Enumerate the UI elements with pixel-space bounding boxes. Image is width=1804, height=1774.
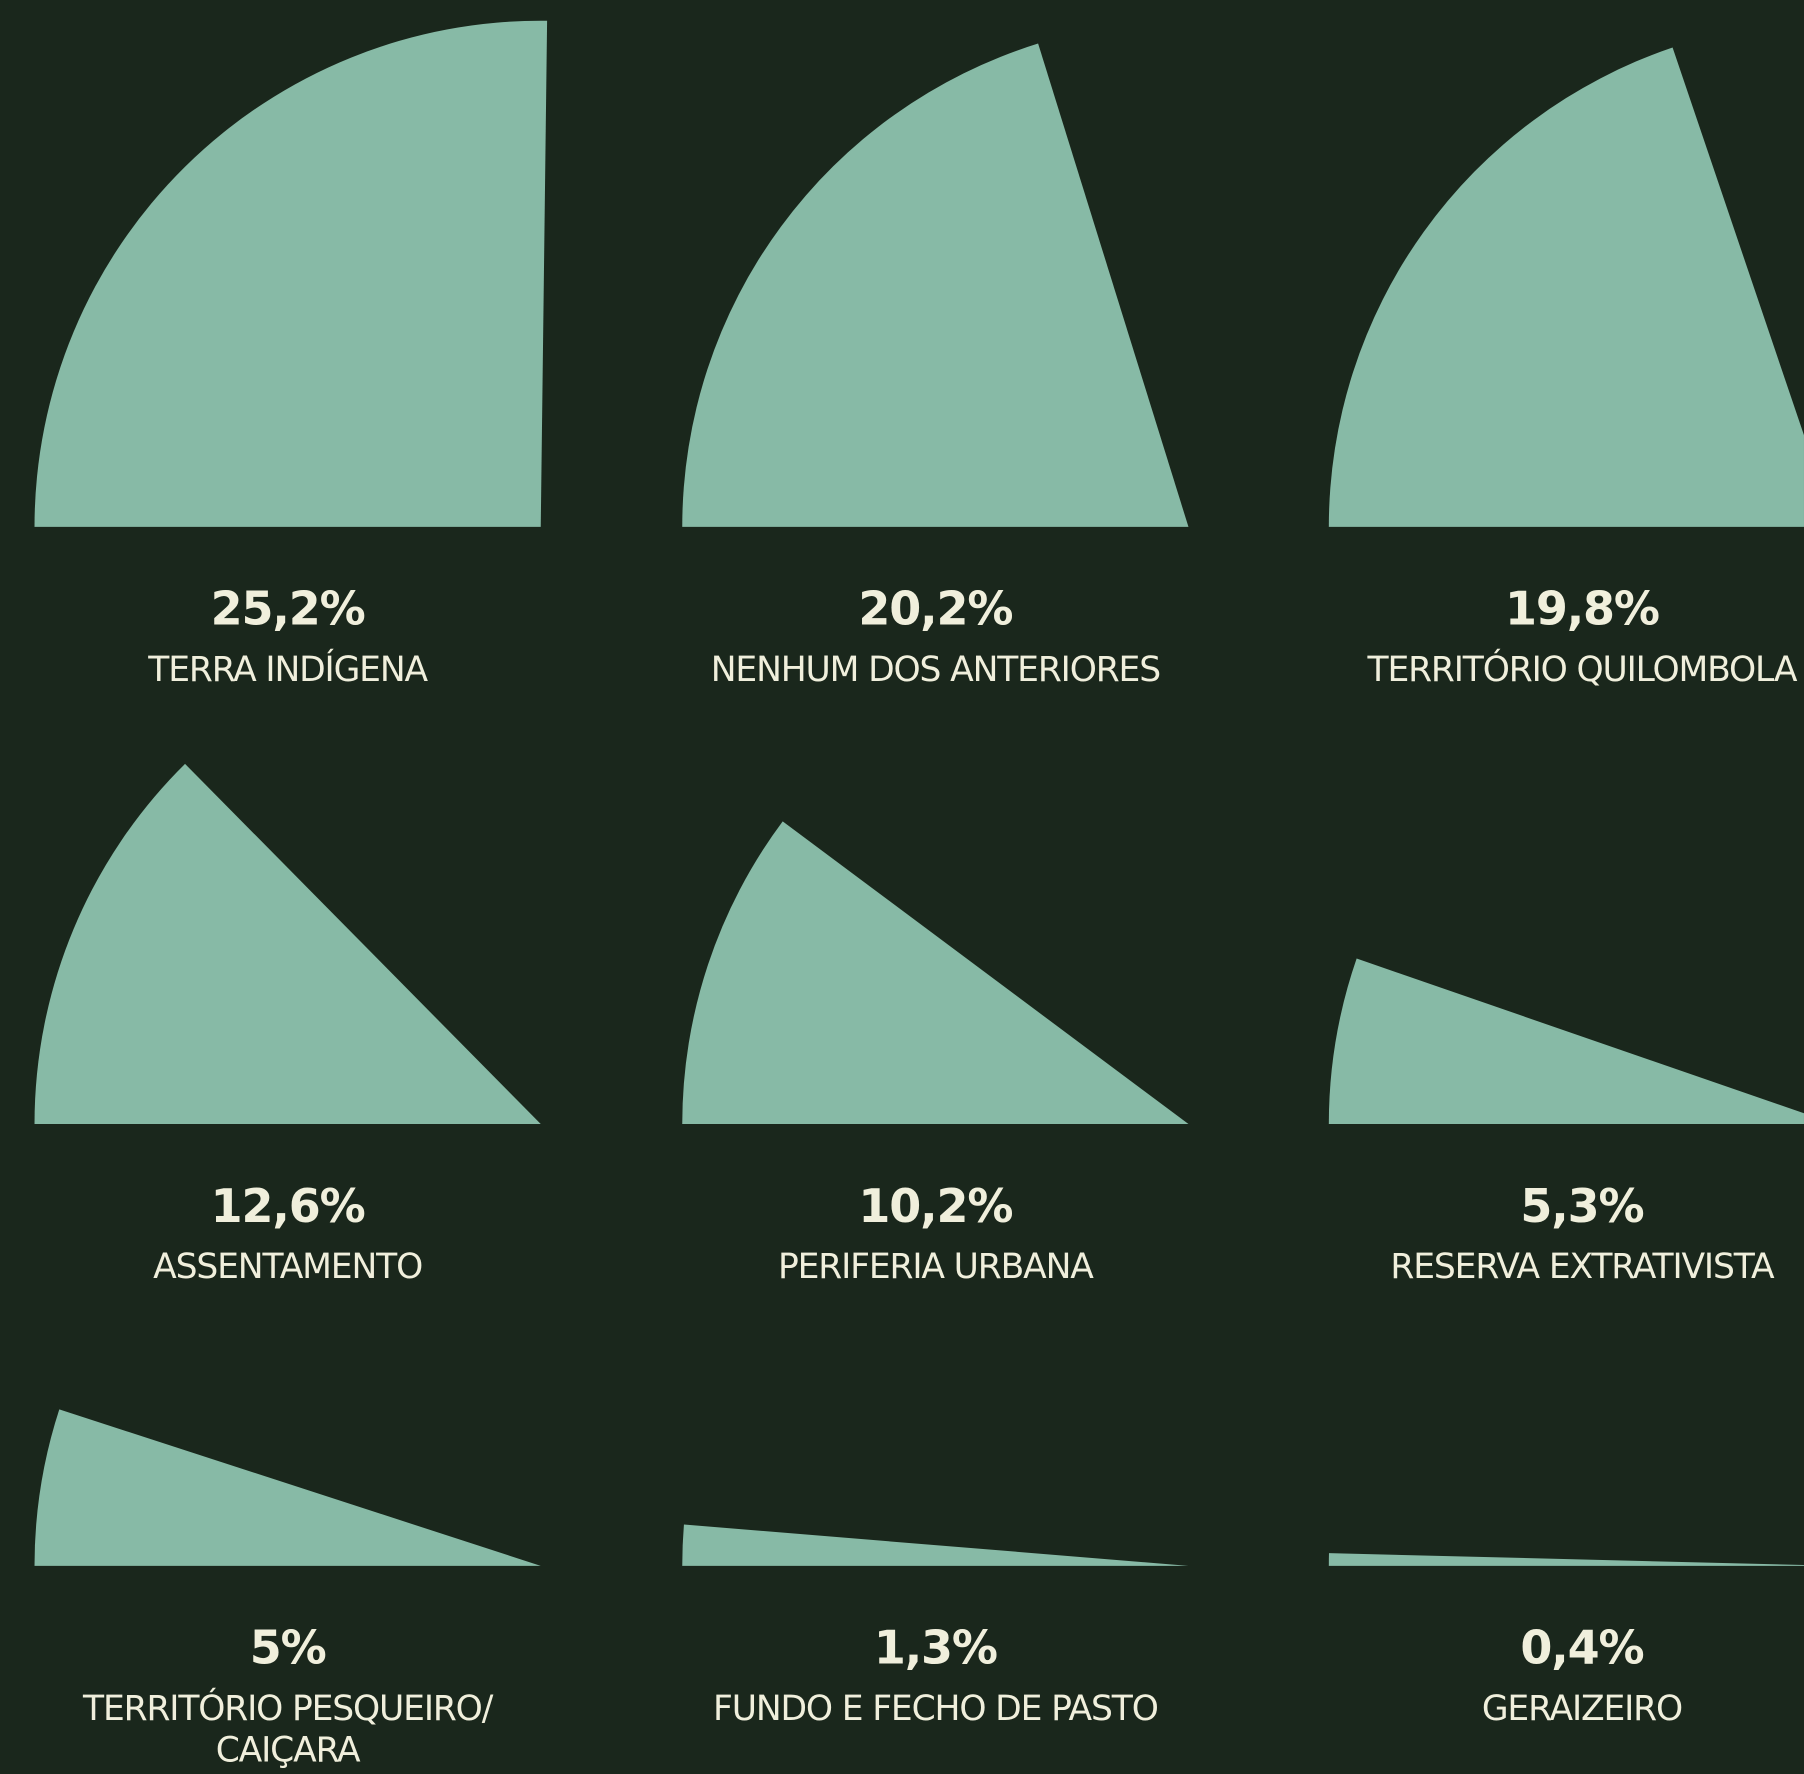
value-label: 10,2%: [858, 1180, 1013, 1234]
wedge: [1328, 1553, 1804, 1566]
wedge: [34, 1409, 541, 1566]
category-label: NENHUM DOS ANTERIORES: [710, 650, 1161, 691]
value-label: 5,3%: [1520, 1180, 1644, 1234]
wedge: [682, 1524, 1189, 1566]
value-label: 5%: [249, 1622, 327, 1676]
wedge: [34, 20, 548, 527]
wedge: [34, 763, 541, 1125]
wedge: [682, 43, 1189, 527]
value-label: 0,4%: [1520, 1622, 1644, 1676]
value-label: 25,2%: [210, 583, 366, 637]
category-label: GERAIZEIRO: [1481, 1688, 1683, 1730]
category-label: PERIFERIA URBANA: [777, 1247, 1094, 1288]
value-label: 19,8%: [1504, 583, 1660, 637]
category-label: ASSENTAMENTO: [153, 1247, 423, 1288]
wedge: [1328, 47, 1804, 527]
value-label: 1,3%: [873, 1622, 998, 1676]
wedge: [1328, 958, 1804, 1125]
category-label: RESERVA EXTRATIVISTA: [1390, 1247, 1774, 1288]
value-label: 12,6%: [210, 1180, 366, 1234]
category-label: TERRA INDÍGENA: [148, 650, 428, 691]
value-label: 20,2%: [858, 583, 1013, 637]
category-label: TERRITÓRIO PESQUEIRO/ CAIÇARA: [83, 1688, 493, 1771]
category-label: FUNDO E FECHO DE PASTO: [713, 1688, 1159, 1730]
wedge: [682, 821, 1189, 1125]
category-label: TERRITÓRIO QUILOMBOLA: [1367, 650, 1798, 691]
